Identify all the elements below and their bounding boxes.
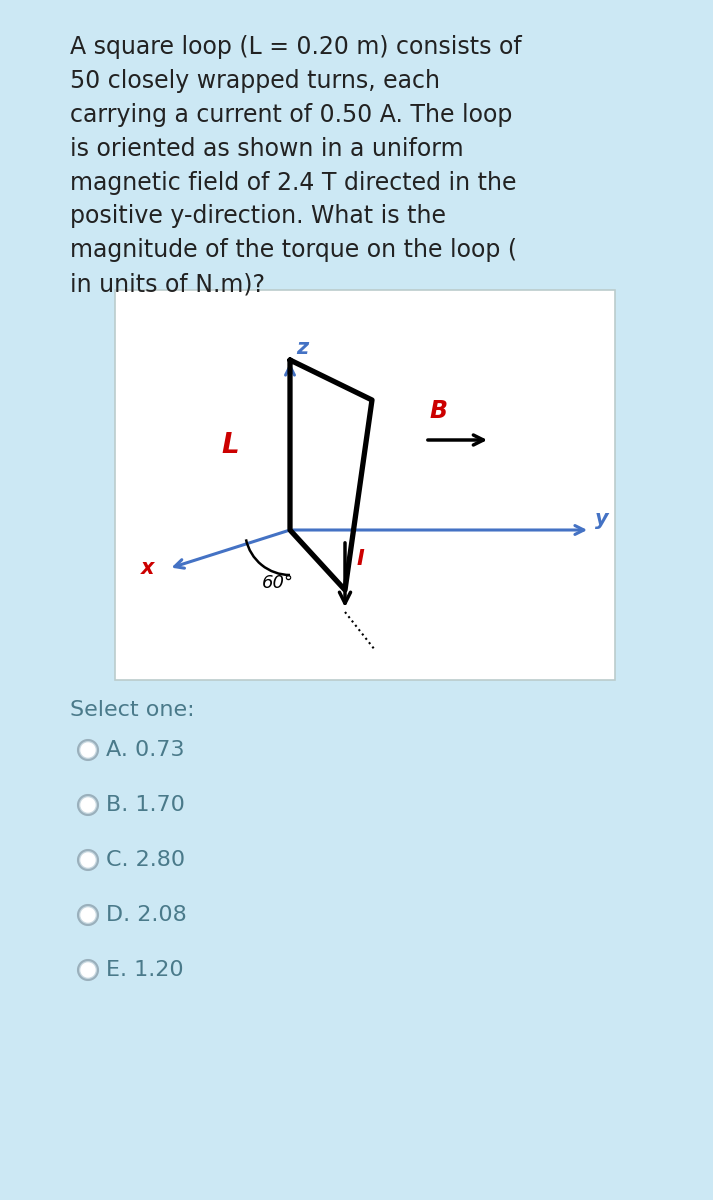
Text: z: z — [296, 338, 308, 358]
Text: D. 2.08: D. 2.08 — [106, 905, 187, 925]
Text: L: L — [221, 431, 239, 458]
FancyBboxPatch shape — [115, 290, 615, 680]
Circle shape — [81, 853, 95, 866]
Text: 60°: 60° — [262, 574, 294, 592]
Circle shape — [81, 908, 95, 922]
Text: A. 0.73: A. 0.73 — [106, 740, 185, 760]
Text: y: y — [595, 509, 609, 529]
Text: E. 1.20: E. 1.20 — [106, 960, 184, 980]
Text: Select one:: Select one: — [70, 700, 195, 720]
Circle shape — [81, 798, 95, 812]
Circle shape — [78, 740, 98, 760]
Circle shape — [81, 962, 95, 977]
Circle shape — [78, 905, 98, 925]
Text: C. 2.80: C. 2.80 — [106, 850, 185, 870]
Circle shape — [81, 743, 95, 757]
Text: B: B — [430, 398, 448, 422]
Circle shape — [78, 960, 98, 980]
Text: I: I — [357, 550, 365, 569]
Text: x: x — [140, 558, 154, 577]
Text: A square loop (L = 0.20 m) consists of
50 closely wrapped turns, each
carrying a: A square loop (L = 0.20 m) consists of 5… — [70, 35, 522, 296]
Text: B. 1.70: B. 1.70 — [106, 794, 185, 815]
Circle shape — [78, 850, 98, 870]
Circle shape — [78, 794, 98, 815]
